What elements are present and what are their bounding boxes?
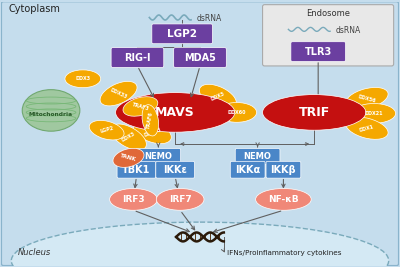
Ellipse shape	[256, 189, 311, 210]
Text: DDX60: DDX60	[228, 110, 246, 115]
Text: TBK1: TBK1	[122, 165, 151, 175]
FancyBboxPatch shape	[174, 48, 226, 68]
Text: Cytoplasm: Cytoplasm	[8, 3, 60, 14]
Text: dsRNA: dsRNA	[336, 26, 361, 35]
FancyBboxPatch shape	[136, 148, 181, 164]
Ellipse shape	[133, 121, 171, 144]
Ellipse shape	[100, 81, 137, 106]
Text: NF-κB: NF-κB	[268, 195, 299, 204]
FancyBboxPatch shape	[152, 24, 212, 44]
Text: TRIF: TRIF	[298, 106, 330, 119]
Text: DDX33: DDX33	[109, 87, 128, 100]
Text: IRF7: IRF7	[169, 195, 192, 204]
Text: NEMO: NEMO	[144, 152, 172, 161]
FancyBboxPatch shape	[156, 161, 194, 178]
Text: IFNs/Proinflammatory cytokines: IFNs/Proinflammatory cytokines	[227, 250, 341, 256]
Text: DDX56: DDX56	[357, 94, 376, 103]
Ellipse shape	[346, 117, 388, 139]
Text: IKKβ: IKKβ	[271, 165, 296, 175]
Ellipse shape	[217, 103, 257, 122]
Text: DDX3: DDX3	[121, 131, 136, 143]
Text: MDA5: MDA5	[184, 53, 216, 62]
Text: TLR3: TLR3	[304, 47, 332, 57]
FancyBboxPatch shape	[262, 5, 394, 66]
Text: Mitochondria: Mitochondria	[29, 112, 73, 117]
Ellipse shape	[142, 105, 159, 136]
Ellipse shape	[116, 93, 235, 132]
FancyBboxPatch shape	[117, 161, 156, 178]
FancyBboxPatch shape	[111, 48, 164, 68]
Text: IKKε: IKKε	[163, 165, 187, 175]
Ellipse shape	[262, 95, 366, 130]
Text: TRAF3: TRAF3	[131, 102, 150, 111]
Text: RIG-I: RIG-I	[124, 53, 151, 62]
Text: DDX73: DDX73	[143, 127, 162, 138]
Text: LGP2: LGP2	[99, 126, 114, 134]
Text: MAVS: MAVS	[155, 106, 195, 119]
FancyBboxPatch shape	[230, 161, 265, 178]
Text: TRAF6: TRAF6	[146, 111, 154, 129]
Text: DDX3: DDX3	[210, 91, 226, 102]
Ellipse shape	[89, 120, 124, 140]
FancyBboxPatch shape	[266, 161, 301, 178]
Ellipse shape	[113, 148, 144, 167]
Ellipse shape	[110, 124, 146, 150]
Ellipse shape	[199, 84, 236, 109]
Ellipse shape	[110, 189, 157, 210]
FancyBboxPatch shape	[291, 42, 346, 61]
Text: DDX21: DDX21	[364, 111, 383, 116]
Ellipse shape	[22, 90, 80, 131]
Text: Endosome: Endosome	[306, 9, 350, 18]
Ellipse shape	[346, 88, 388, 110]
Text: dsRNA: dsRNA	[197, 14, 222, 23]
Text: IKKα: IKKα	[235, 165, 260, 175]
Ellipse shape	[11, 222, 389, 267]
Text: Nucleus: Nucleus	[18, 248, 52, 257]
FancyBboxPatch shape	[235, 148, 280, 164]
Text: NEMO: NEMO	[244, 152, 272, 161]
Text: IRF3: IRF3	[122, 195, 145, 204]
Text: DDX3: DDX3	[75, 76, 90, 81]
Ellipse shape	[65, 70, 101, 88]
Text: DDX1: DDX1	[359, 124, 375, 133]
Text: TANK: TANK	[120, 153, 137, 162]
Text: LGP2: LGP2	[167, 29, 197, 39]
Ellipse shape	[352, 104, 396, 123]
Ellipse shape	[156, 189, 204, 210]
Ellipse shape	[123, 97, 158, 116]
